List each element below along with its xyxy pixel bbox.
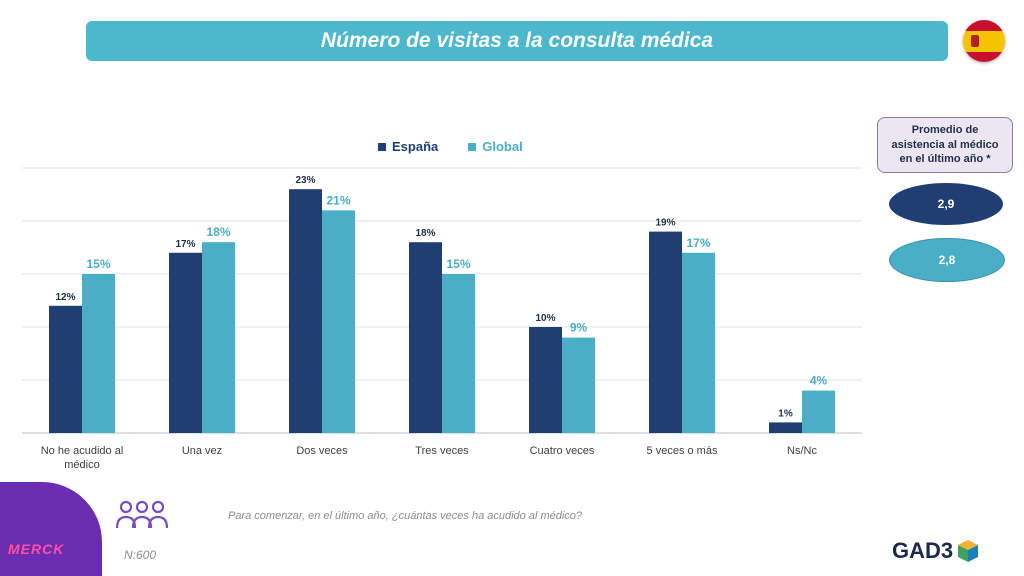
average-global-value: 2,8	[938, 253, 956, 267]
bar-espana	[649, 231, 682, 433]
gad3-logo: GAD3	[892, 538, 979, 564]
legend-label-espana: España	[392, 139, 439, 154]
data-label-global: 15%	[86, 257, 110, 271]
merck-logo-text: MERCK	[8, 541, 65, 557]
data-label-global: 17%	[686, 236, 710, 250]
bar-global	[562, 337, 595, 433]
bar-espana	[529, 327, 562, 433]
legend-swatch-espana	[378, 142, 386, 151]
merck-logo-shape	[0, 482, 102, 576]
gad3-cube-icon	[958, 540, 979, 562]
category-label: 5 veces o más	[647, 445, 718, 457]
bar-espana	[409, 242, 442, 433]
category-label: Una vez	[182, 445, 222, 457]
survey-question: Para comenzar, en el último año, ¿cuánta…	[228, 510, 583, 522]
legend-swatch-global	[468, 142, 477, 151]
bar-global	[202, 242, 235, 433]
gad3-logo-text: GAD3	[892, 538, 954, 563]
bar-espana	[49, 305, 82, 433]
bar-global	[322, 210, 355, 433]
chart-legend: España Global	[378, 139, 523, 154]
bar-global	[82, 274, 115, 433]
category-label: No he acudido al médico	[41, 445, 124, 471]
average-title-box: Promedio de asistencia al médico en el ú…	[877, 117, 1013, 173]
bar-espana	[289, 189, 322, 433]
data-label-espana: 1%	[778, 408, 793, 419]
data-label-espana: 18%	[415, 228, 435, 239]
data-label-global: 9%	[570, 321, 588, 335]
data-label-global: 4%	[810, 374, 828, 388]
group-people-icon	[115, 500, 169, 529]
legend-label-global: Global	[482, 139, 523, 154]
data-label-espana: 19%	[655, 218, 675, 229]
average-espana-value: 2,9	[937, 197, 955, 211]
bar-espana	[769, 422, 802, 433]
legend-item-global: Global	[468, 139, 523, 154]
data-label-espana: 23%	[295, 175, 315, 186]
category-label: Dos veces	[296, 445, 348, 457]
data-label-global: 15%	[446, 257, 470, 271]
average-global-ellipse: 2,8	[889, 238, 1005, 282]
category-label: Tres veces	[415, 445, 469, 457]
bar-espana	[169, 252, 202, 433]
bar-global	[802, 390, 835, 433]
data-label-espana: 10%	[535, 313, 555, 324]
data-label-global: 21%	[326, 193, 350, 207]
average-espana-ellipse: 2,9	[889, 183, 1003, 225]
data-label-global: 18%	[206, 225, 230, 239]
data-label-espana: 17%	[175, 239, 195, 250]
bar-global	[442, 274, 475, 433]
bar-chart: 12% 15% No he acudido al médico 17% 18% Una ve…	[22, 167, 862, 471]
data-label-espana: 12%	[55, 292, 75, 303]
category-label: Cuatro veces	[530, 445, 595, 457]
legend-item-espana: España	[378, 139, 438, 154]
title-bar: Número de visitas a la consulta médica	[86, 21, 948, 61]
spain-flag-icon	[963, 20, 1005, 62]
bar-global	[682, 252, 715, 433]
page-title: Número de visitas a la consulta médica	[320, 29, 714, 52]
category-label: Ns/Nc	[787, 445, 817, 457]
sample-size: N:600	[124, 548, 157, 562]
average-title: Promedio de asistencia al médico en el ú…	[891, 123, 999, 166]
